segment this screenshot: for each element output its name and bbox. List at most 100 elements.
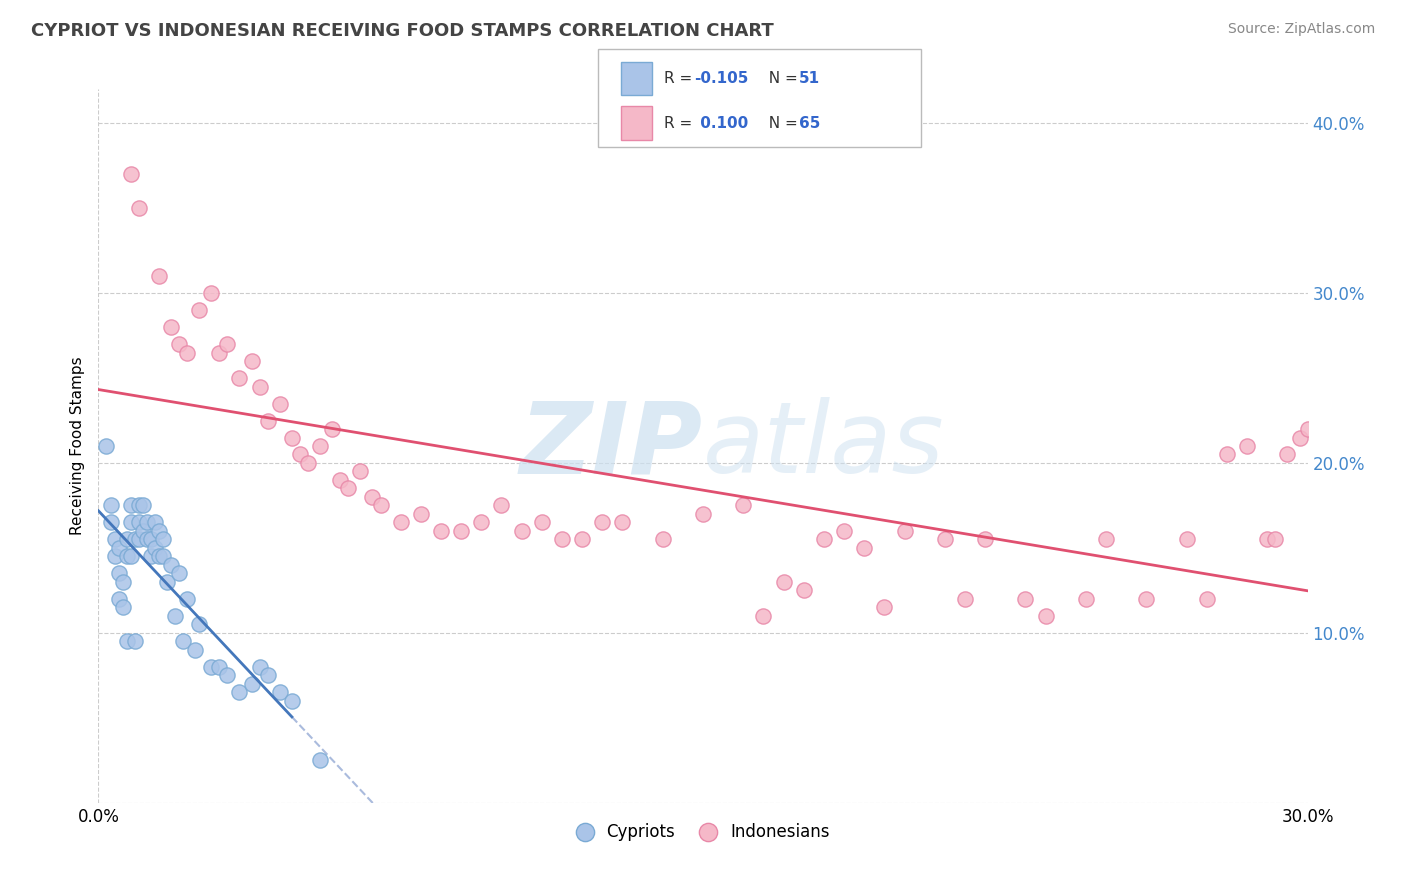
Point bbox=[430, 524, 453, 538]
Point bbox=[107, 591, 129, 606]
Point bbox=[148, 524, 170, 538]
Point bbox=[163, 608, 186, 623]
Point bbox=[450, 524, 472, 538]
Point bbox=[152, 533, 174, 547]
Text: 0.100: 0.100 bbox=[695, 116, 748, 130]
Point bbox=[208, 345, 231, 359]
Point bbox=[107, 541, 129, 555]
Point bbox=[288, 448, 311, 462]
Point bbox=[249, 660, 271, 674]
Point bbox=[1288, 430, 1310, 444]
Point bbox=[208, 660, 231, 674]
Point bbox=[160, 558, 183, 572]
Point bbox=[115, 533, 138, 547]
Point bbox=[115, 549, 138, 564]
Point bbox=[128, 516, 150, 530]
Legend: Cypriots, Indonesians: Cypriots, Indonesians bbox=[569, 817, 837, 848]
Point bbox=[1095, 533, 1118, 547]
Point bbox=[1296, 422, 1319, 436]
Point bbox=[1277, 448, 1299, 462]
Point bbox=[100, 499, 122, 513]
Point bbox=[152, 549, 174, 564]
Point bbox=[115, 634, 138, 648]
Point bbox=[188, 617, 211, 632]
Point bbox=[813, 533, 835, 547]
Point bbox=[1195, 591, 1218, 606]
Point bbox=[167, 337, 190, 351]
Point bbox=[974, 533, 997, 547]
Point bbox=[240, 354, 263, 368]
Point bbox=[249, 379, 271, 393]
Point bbox=[491, 499, 513, 513]
Point bbox=[256, 413, 278, 427]
Point bbox=[1035, 608, 1057, 623]
Point bbox=[128, 533, 150, 547]
Point bbox=[228, 371, 250, 385]
Point bbox=[156, 574, 179, 589]
Point bbox=[120, 499, 142, 513]
Point bbox=[160, 320, 183, 334]
Point bbox=[1256, 533, 1278, 547]
Point bbox=[124, 634, 146, 648]
Point bbox=[692, 507, 714, 521]
Point bbox=[361, 490, 384, 504]
Point bbox=[188, 303, 211, 318]
Text: CYPRIOT VS INDONESIAN RECEIVING FOOD STAMPS CORRELATION CHART: CYPRIOT VS INDONESIAN RECEIVING FOOD STA… bbox=[31, 22, 773, 40]
Point bbox=[148, 269, 170, 284]
Point bbox=[1236, 439, 1258, 453]
Point bbox=[752, 608, 775, 623]
Point bbox=[120, 549, 142, 564]
Text: atlas: atlas bbox=[703, 398, 945, 494]
Point bbox=[132, 524, 155, 538]
Point bbox=[139, 533, 162, 547]
Text: R =: R = bbox=[664, 116, 697, 130]
Point bbox=[217, 337, 239, 351]
Point bbox=[1014, 591, 1036, 606]
Point bbox=[1216, 448, 1239, 462]
Point bbox=[240, 677, 263, 691]
Point bbox=[111, 600, 134, 615]
Point bbox=[103, 549, 125, 564]
Point bbox=[651, 533, 673, 547]
Point bbox=[281, 694, 304, 708]
Point bbox=[143, 541, 166, 555]
Point bbox=[551, 533, 574, 547]
Point bbox=[530, 516, 553, 530]
Point bbox=[772, 574, 794, 589]
Point bbox=[269, 685, 291, 699]
Point bbox=[269, 396, 291, 410]
Y-axis label: Receiving Food Stamps: Receiving Food Stamps bbox=[69, 357, 84, 535]
Text: N =: N = bbox=[759, 116, 803, 130]
Point bbox=[96, 439, 118, 453]
Point bbox=[281, 430, 304, 444]
Point bbox=[470, 516, 492, 530]
Point bbox=[176, 345, 198, 359]
Point bbox=[370, 499, 392, 513]
Point bbox=[172, 634, 194, 648]
Point bbox=[167, 566, 190, 581]
Point bbox=[148, 549, 170, 564]
Point bbox=[128, 499, 150, 513]
Point bbox=[591, 516, 613, 530]
Point bbox=[571, 533, 593, 547]
Point bbox=[128, 201, 150, 215]
Point bbox=[1135, 591, 1157, 606]
Point bbox=[409, 507, 432, 521]
Point bbox=[329, 473, 352, 487]
Text: ZIP: ZIP bbox=[520, 398, 703, 494]
Point bbox=[184, 643, 207, 657]
Text: 65: 65 bbox=[799, 116, 820, 130]
Point bbox=[733, 499, 755, 513]
Point bbox=[832, 524, 855, 538]
Point bbox=[934, 533, 956, 547]
Point bbox=[510, 524, 533, 538]
Point bbox=[120, 167, 142, 181]
Point bbox=[256, 668, 278, 682]
Point bbox=[389, 516, 412, 530]
Point bbox=[120, 516, 142, 530]
Point bbox=[200, 660, 222, 674]
Text: R =: R = bbox=[664, 71, 697, 86]
Point bbox=[1074, 591, 1097, 606]
Point bbox=[107, 566, 129, 581]
Point bbox=[217, 668, 239, 682]
